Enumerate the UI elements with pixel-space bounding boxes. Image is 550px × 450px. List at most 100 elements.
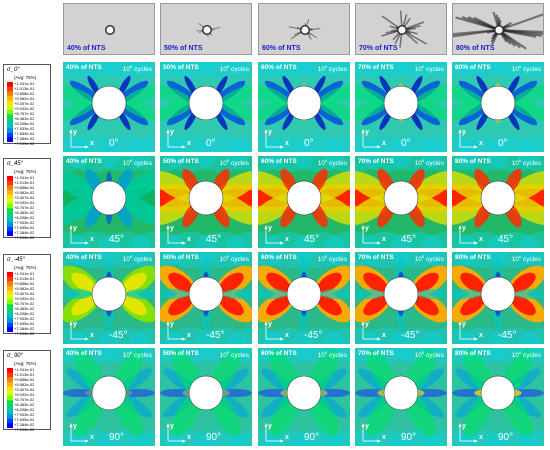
legend-value: +9.032e-02 xyxy=(14,200,35,205)
legend-value: +9.858e-02 xyxy=(14,185,35,190)
cycles-word: cycles xyxy=(522,352,541,360)
legend-values: +1.041e-01 +1.013e-01 +9.858e-02 +9.582e-02… xyxy=(14,271,34,336)
angle-label: 45° xyxy=(401,234,417,245)
x-axis-label: x xyxy=(479,236,483,243)
axes-arrows-icon xyxy=(166,423,186,443)
cycles-label: 106 cycles xyxy=(415,158,444,167)
cycles-exponent: 6 xyxy=(226,64,230,69)
cycles-exponent: 6 xyxy=(226,254,230,259)
legend-value: +9.858e-02 xyxy=(14,377,35,382)
cycles-label: 106 cycles xyxy=(220,350,249,359)
axes-arrows-icon xyxy=(166,225,186,245)
legend-avg: (Avg: 75%) xyxy=(14,265,37,270)
load-level-label: 50% of NTS xyxy=(163,158,199,165)
legend-value: +8.757e-02 xyxy=(14,397,35,402)
cycles-base: 10 xyxy=(414,256,422,264)
cycles-word: cycles xyxy=(328,256,347,264)
x-axis-label: x xyxy=(187,434,191,441)
specimen-photo: 50% of NTS xyxy=(160,3,252,55)
load-level-label: 70% of NTS xyxy=(358,64,394,71)
y-axis-label: y xyxy=(268,423,272,430)
legend-value: +7.933e-02 xyxy=(14,126,35,131)
cycles-exponent: 6 xyxy=(129,350,133,355)
legend-values: +1.041e-01 +1.013e-01 +9.858e-02 +9.582e-02… xyxy=(14,175,34,240)
stress-field-panel: 40% of NTS 106 cycles y x -45° xyxy=(63,252,155,344)
legend-colorbar xyxy=(7,368,13,428)
y-axis-label: y xyxy=(268,129,272,136)
cycles-label: 106 cycles xyxy=(415,350,444,359)
cycles-base: 10 xyxy=(317,352,325,360)
load-level-label: 70% of NTS xyxy=(358,350,394,357)
specimen-photo: 70% of NTS xyxy=(355,3,447,55)
cycles-base: 10 xyxy=(317,66,325,74)
x-axis-label: x xyxy=(187,236,191,243)
cycles-exponent: 6 xyxy=(518,350,522,355)
legend-value: +1.013e-01 xyxy=(14,180,35,185)
stress-field-panel: 70% of NTS 106 cycles y x 90° xyxy=(355,348,447,446)
x-axis-label: x xyxy=(382,434,386,441)
legend-symbol: σ_45° xyxy=(7,161,24,167)
x-axis-label: x xyxy=(382,236,386,243)
stress-field-panel: 40% of NTS 106 cycles y x 0° xyxy=(63,62,155,152)
cycles-word: cycles xyxy=(522,66,541,74)
stress-field-panel: 60% of NTS 106 cycles y x 45° xyxy=(258,156,350,248)
cycles-label: 106 cycles xyxy=(318,158,347,167)
axes-arrows-icon xyxy=(264,129,284,149)
legend-symbol: σ_0° xyxy=(7,67,20,73)
angle-label: 90° xyxy=(304,432,320,443)
legend-values: +1.041e-01 +1.013e-01 +9.858e-02 +9.582e-02… xyxy=(14,81,34,146)
legend-value: +9.858e-02 xyxy=(14,281,35,286)
cycles-base: 10 xyxy=(122,160,130,168)
y-axis-label: y xyxy=(170,129,174,136)
cycles-exponent: 6 xyxy=(324,254,328,259)
legend-avg: (Avg: 75%) xyxy=(14,361,37,366)
cycles-exponent: 6 xyxy=(226,158,230,163)
specimen-photo: 60% of NTS xyxy=(258,3,350,55)
legend-value: +8.757e-02 xyxy=(14,205,35,210)
legend-value: +7.109e-02 xyxy=(14,427,35,432)
cycles-word: cycles xyxy=(133,160,152,168)
legend-value: +8.757e-02 xyxy=(14,111,35,116)
cycles-word: cycles xyxy=(425,256,444,264)
cycles-exponent: 6 xyxy=(421,350,425,355)
axes-arrows-icon xyxy=(69,423,89,443)
angle-label: -45° xyxy=(109,330,128,341)
cycles-base: 10 xyxy=(219,352,227,360)
cycles-exponent: 6 xyxy=(129,64,133,69)
y-axis-label: y xyxy=(365,225,369,232)
cycles-label: 106 cycles xyxy=(512,254,541,263)
stress-field-panel: 80% of NTS 106 cycles y x -45° xyxy=(452,252,544,344)
angle-label: 45° xyxy=(109,234,125,245)
legend-value: +7.659e-02 xyxy=(14,225,35,230)
angle-label: -45° xyxy=(206,330,225,341)
cycles-word: cycles xyxy=(133,352,152,360)
specimen-photo: 40% of NTS xyxy=(63,3,155,55)
legend-value: +9.582e-02 xyxy=(14,286,35,291)
legend-value: +7.109e-02 xyxy=(14,141,35,146)
legend-value: +8.483e-02 xyxy=(14,306,35,311)
angle-label: 0° xyxy=(109,138,119,149)
specimen-photo: 80% of NTS xyxy=(452,3,544,55)
axes-arrows-icon xyxy=(264,321,284,341)
cycles-word: cycles xyxy=(425,66,444,74)
load-level-label: 70% of NTS xyxy=(358,158,394,165)
legend-value: +9.032e-02 xyxy=(14,296,35,301)
legend-value: +9.032e-02 xyxy=(14,106,35,111)
load-level-label: 50% of NTS xyxy=(163,254,199,261)
load-level-label: 70% of NTS xyxy=(358,254,394,261)
load-level-label: 80% of NTS xyxy=(455,64,491,71)
load-level-label: 80% of NTS xyxy=(455,158,491,165)
y-axis-label: y xyxy=(462,225,466,232)
cycles-word: cycles xyxy=(230,160,249,168)
photo-label: 40% of NTS xyxy=(67,45,106,52)
legend-value: +9.307e-02 xyxy=(14,291,35,296)
x-axis-label: x xyxy=(285,332,289,339)
cycles-exponent: 6 xyxy=(129,254,133,259)
cycles-word: cycles xyxy=(425,160,444,168)
photo-label: 80% of NTS xyxy=(456,45,495,52)
legend-value: +8.208e-02 xyxy=(14,121,35,126)
